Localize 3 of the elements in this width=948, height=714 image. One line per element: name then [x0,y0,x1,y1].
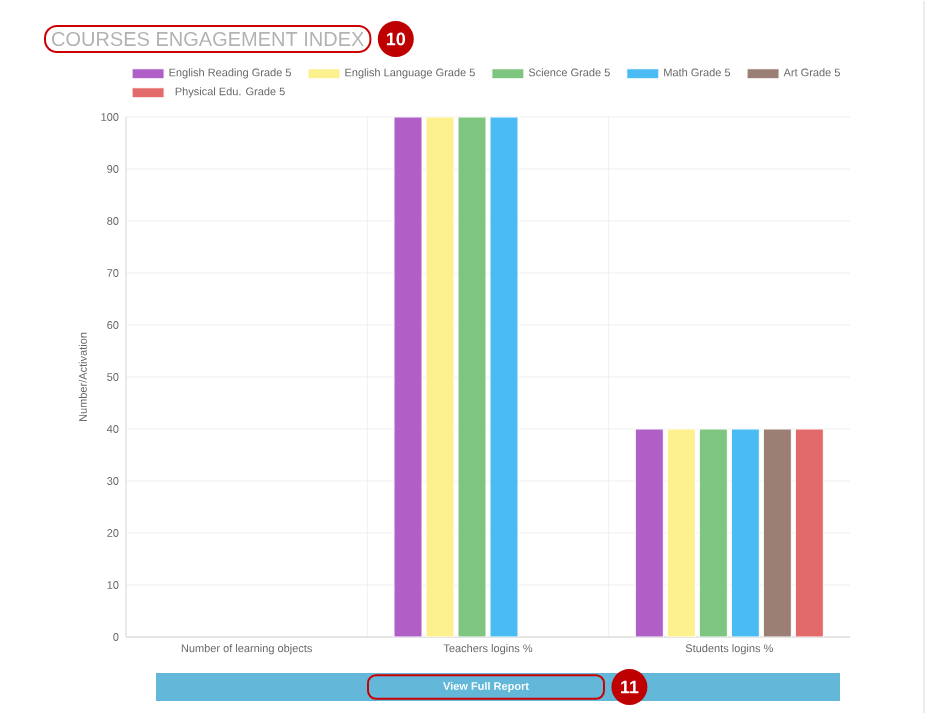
text: 11 [621,680,639,694]
chart-title: COURSES ENGAGEMENT INDEX [52,31,364,47]
text: 10 [386,32,406,46]
